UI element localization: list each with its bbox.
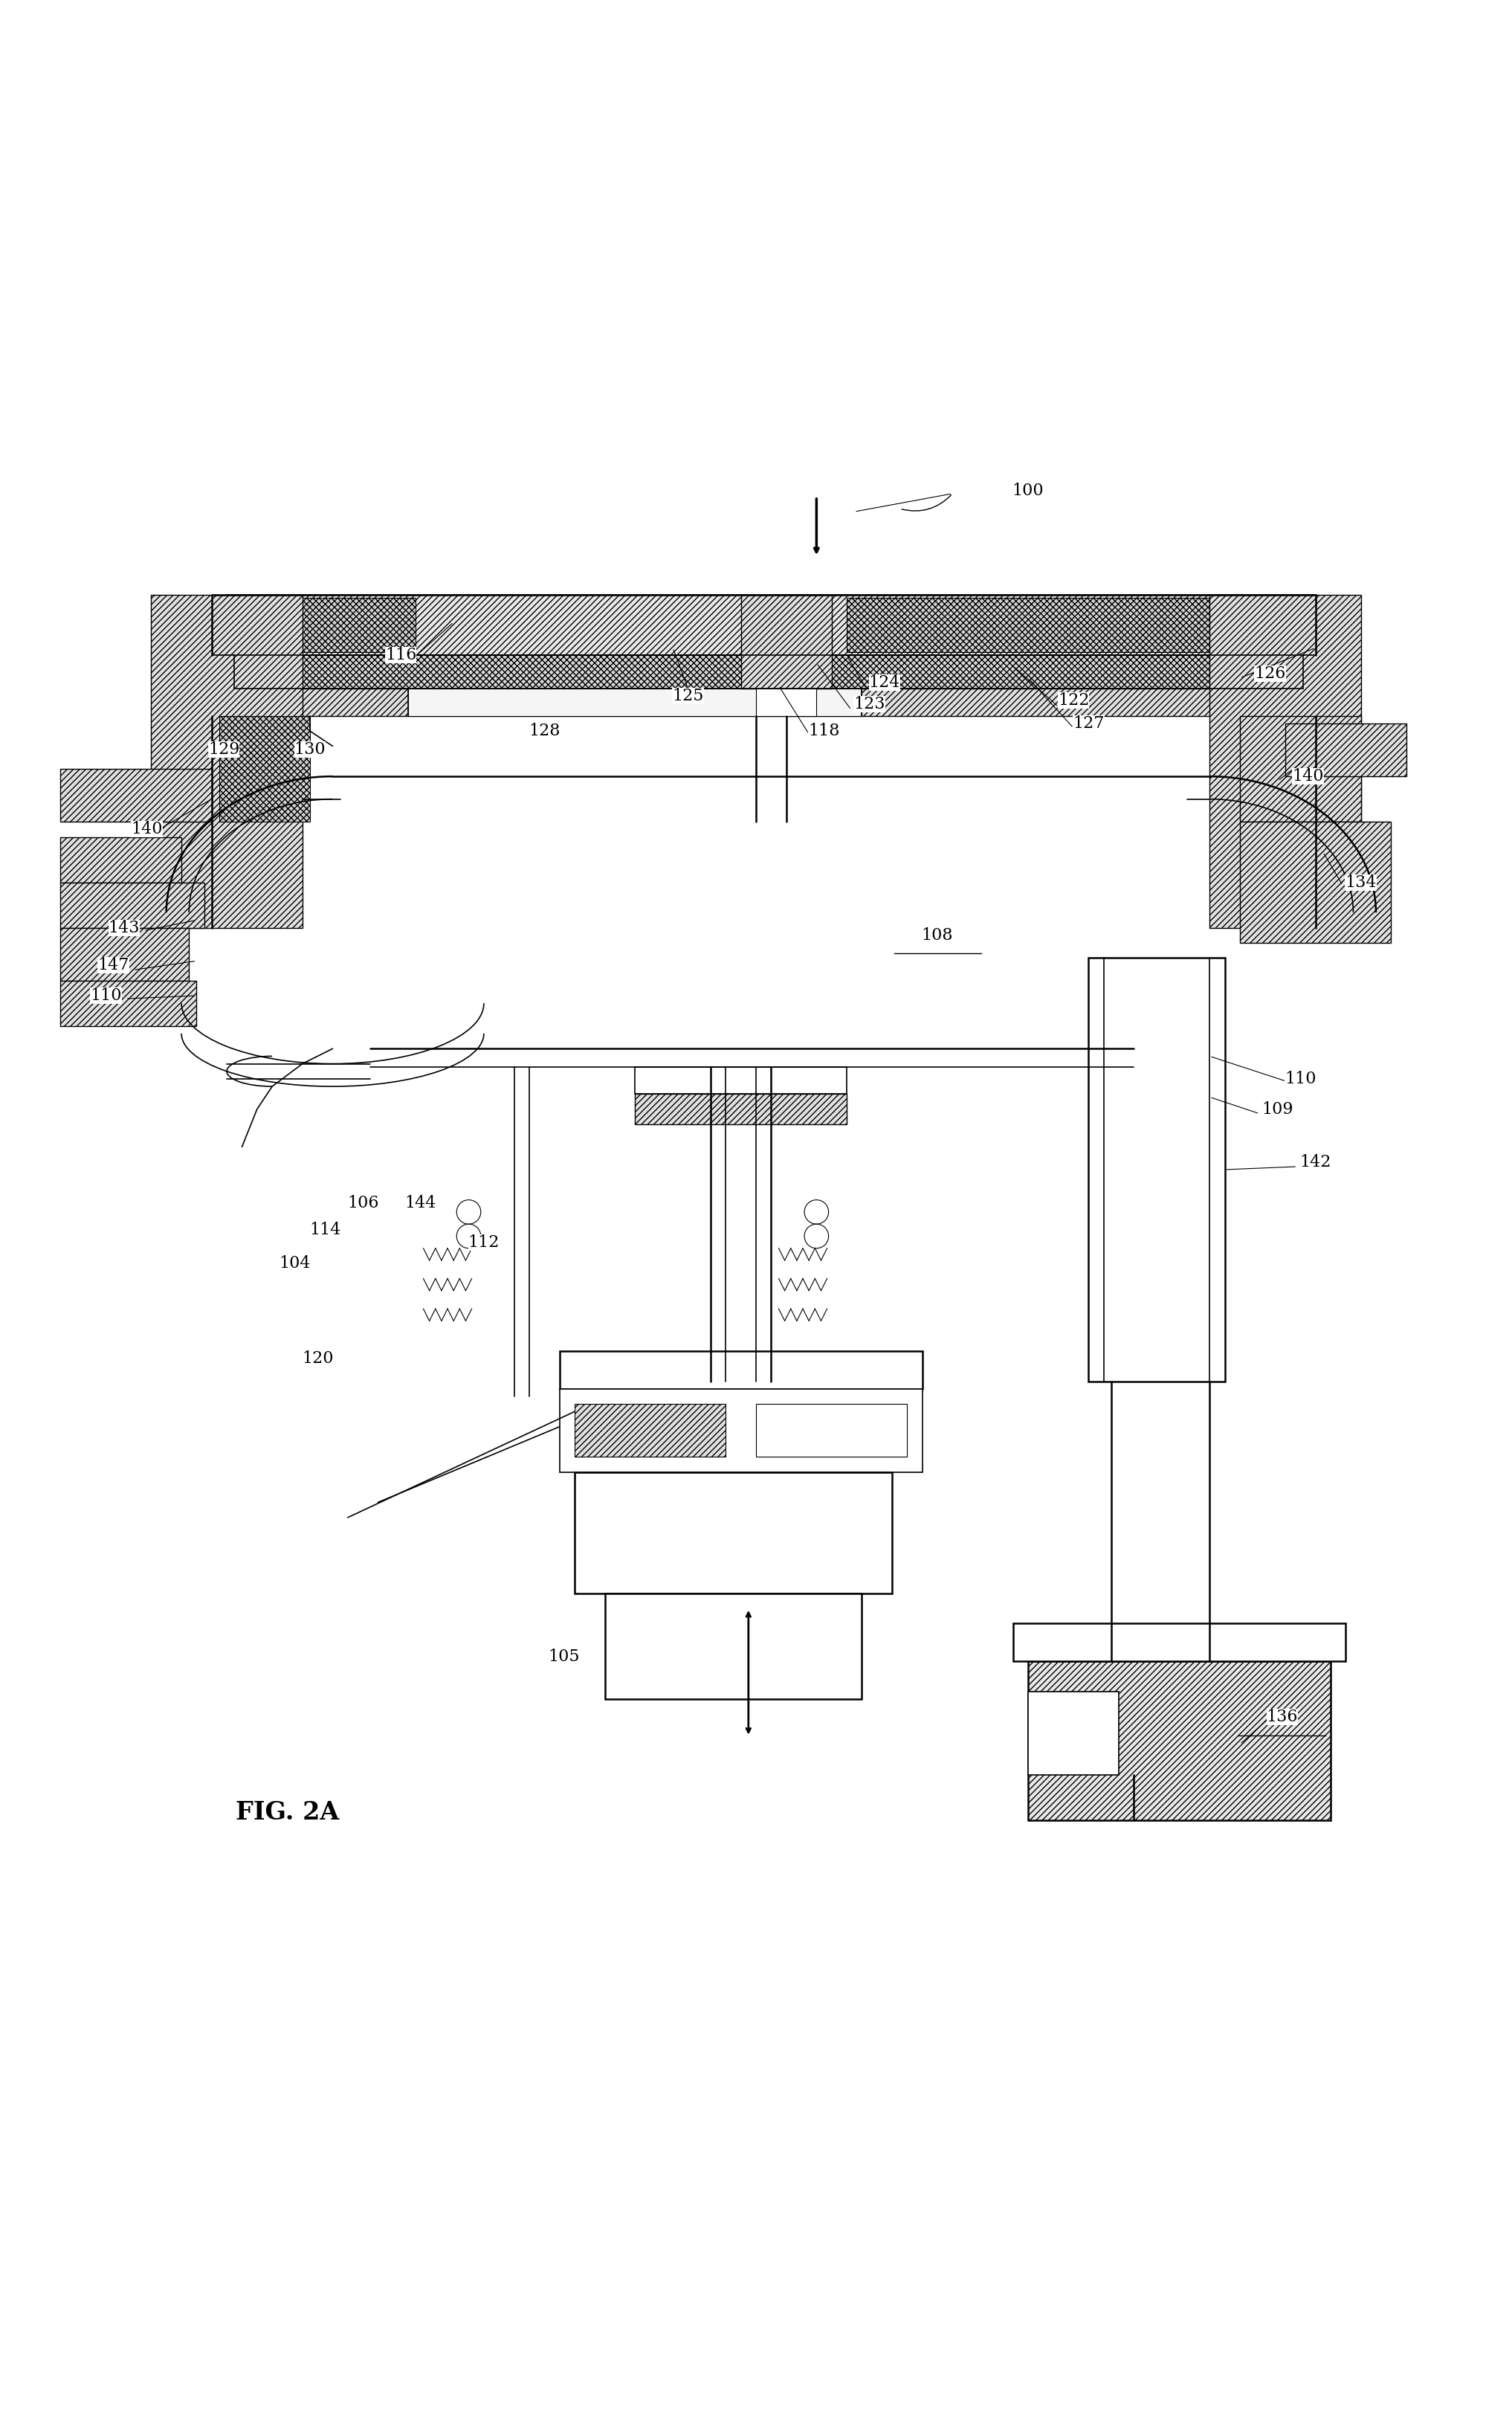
Bar [1240,717,1361,821]
Bar [1028,1662,1331,1820]
Text: 140: 140 [1293,768,1323,785]
Bar [234,598,416,651]
Bar [559,1351,922,1390]
Bar [1285,724,1406,778]
Text: 100: 100 [1013,484,1043,498]
Text: 147: 147 [98,957,129,974]
Bar [741,595,832,688]
Text: 122: 122 [1058,693,1089,710]
Text: 123: 123 [854,695,885,712]
Bar [635,1067,847,1094]
Bar [234,656,1293,688]
Bar [575,1405,726,1458]
Text: 120: 120 [302,1351,333,1366]
Bar [559,1390,922,1473]
Bar [575,1473,892,1594]
Text: 127: 127 [1074,714,1104,731]
Text: FIG. 2A: FIG. 2A [236,1801,339,1825]
Text: 112: 112 [469,1234,499,1251]
Bar [60,768,212,821]
Bar [408,688,862,717]
Text: 118: 118 [809,722,839,739]
Bar [756,688,816,717]
Bar [847,598,1255,651]
Text: 114: 114 [310,1222,340,1239]
Text: 143: 143 [109,919,139,936]
Text: 108: 108 [922,926,953,943]
Text: 134: 134 [1346,875,1376,889]
Bar [1089,957,1225,1380]
Text: 110: 110 [91,987,121,1004]
Text: 144: 144 [405,1196,435,1210]
Bar [212,688,1315,717]
Text: 128: 128 [529,722,559,739]
Bar [60,982,197,1025]
Text: 142: 142 [1300,1154,1331,1171]
Text: 110: 110 [1285,1072,1315,1086]
Bar [1028,1691,1119,1774]
Bar [60,928,189,982]
Text: 136: 136 [1267,1708,1297,1725]
Text: 106: 106 [348,1196,378,1210]
Bar [1210,595,1361,928]
Bar [635,1094,847,1125]
Bar [60,882,204,928]
Text: 130: 130 [295,741,325,758]
Bar [1240,821,1391,943]
Bar [60,836,181,882]
Text: 124: 124 [869,676,900,690]
Text: 126: 126 [1255,666,1285,683]
Text: 109: 109 [1263,1101,1293,1118]
Bar [605,1594,862,1699]
Text: 104: 104 [280,1256,310,1271]
Text: 140: 140 [132,821,162,838]
Text: 129: 129 [209,741,239,758]
Bar [227,595,1315,656]
Text: 105: 105 [549,1648,579,1665]
Text: 116: 116 [386,646,416,663]
Bar [756,1405,907,1458]
Bar [1013,1623,1346,1662]
Text: 125: 125 [673,688,703,705]
Bar [151,595,302,928]
Bar [219,717,310,821]
